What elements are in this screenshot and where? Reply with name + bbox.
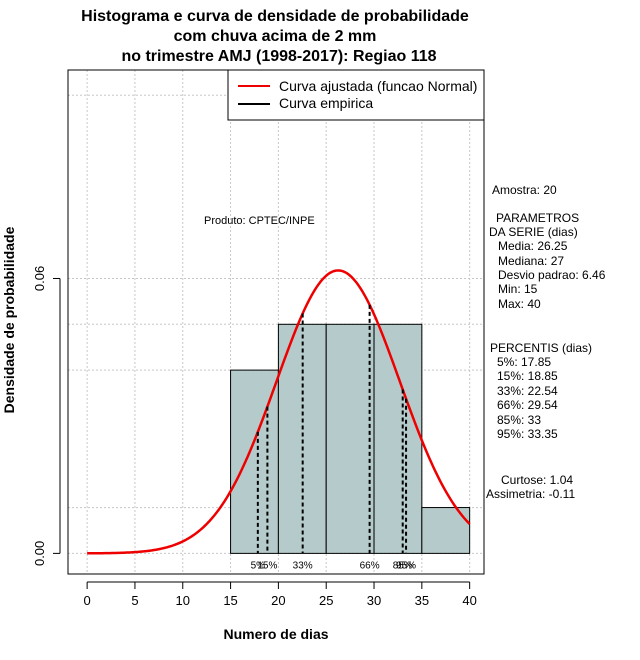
percentile-label: 85% [393, 560, 413, 571]
percentile-label: 15% [257, 560, 277, 571]
histogram-bar [373, 323, 423, 554]
percentile-label: 5% [251, 560, 266, 571]
product-annotation: Produto: CPTEC/INPE [204, 215, 315, 227]
curve-layer [87, 269, 471, 555]
chart-title-line-2: com chuva acima de 2 mm [174, 28, 377, 45]
stat-param-title-2: DA SERIE (dias) [489, 225, 578, 239]
stat-p66: 66%: 29.54 [497, 398, 558, 412]
stat-p33: 33%: 22.54 [497, 384, 558, 398]
stat-desvio: Desvio padrao: 6.46 [498, 268, 606, 282]
x-tick-label: 20 [271, 593, 285, 608]
bars-layer [230, 323, 471, 554]
stat-percentis-title: PERCENTIS (dias) [490, 341, 592, 355]
stat-media: Media: 26.25 [498, 239, 568, 253]
x-tick-label: 30 [367, 593, 381, 608]
histogram-bar [325, 323, 375, 554]
chart-title-line-1: Histograma e curva de densidade de proba… [81, 8, 469, 25]
x-tick-label: 10 [176, 593, 190, 608]
stat-p85: 85%: 33 [497, 413, 541, 427]
legend-box [227, 69, 485, 121]
x-tick-label: 5 [131, 593, 138, 608]
stat-p5: 5%: 17.85 [497, 355, 551, 369]
y-axis-title: Densidade de probabilidade [1, 226, 17, 413]
percentile-label: 95% [396, 560, 416, 571]
x-tick-label: 15 [223, 593, 237, 608]
stat-amostra: Amostra: 20 [492, 183, 557, 197]
stat-mediana: Mediana: 27 [498, 254, 564, 268]
stat-assimetria: Assimetria: -0.11 [486, 487, 575, 501]
y-tick-label: 0.06 [32, 266, 47, 291]
x-tick-label: 40 [462, 593, 476, 608]
stats-panel: Amostra: 20 PARAMETROS DA SERIE (dias) M… [486, 183, 606, 501]
y-axis: 0.00 0.06 [32, 266, 61, 566]
stat-p15: 15%: 18.85 [497, 369, 558, 383]
normal-fit-curve [87, 269, 471, 555]
legend-label-empirical: Curva empirica [279, 95, 373, 111]
stat-max: Max: 40 [498, 297, 541, 311]
legend-label-normal: Curva ajustada (funcao Normal) [279, 78, 477, 94]
x-tick-label: 0 [84, 593, 91, 608]
stat-param-title-1: PARAMETROS [496, 211, 579, 225]
percentile-label: 33% [293, 560, 313, 571]
legend: Curva ajustada (funcao Normal) Curva emp… [227, 69, 485, 121]
stat-min: Min: 15 [498, 282, 538, 296]
chart-title-line-3: no trimestre AMJ (1998-2017): Regiao 118 [121, 48, 436, 65]
x-tick-label: 35 [415, 593, 429, 608]
x-axis-title: Numero de dias [223, 626, 328, 642]
x-tick-label: 25 [319, 593, 333, 608]
y-tick-label: 0.00 [32, 541, 47, 566]
percentile-label: 66% [360, 560, 380, 571]
stat-p95: 95%: 33.35 [497, 427, 558, 441]
stat-curtose: Curtose: 1.04 [501, 473, 573, 487]
x-axis: 0 5 10 15 20 25 30 35 40 [84, 581, 477, 608]
percentile-layer: 5%15% 33% 66% 85%95% [251, 304, 416, 571]
